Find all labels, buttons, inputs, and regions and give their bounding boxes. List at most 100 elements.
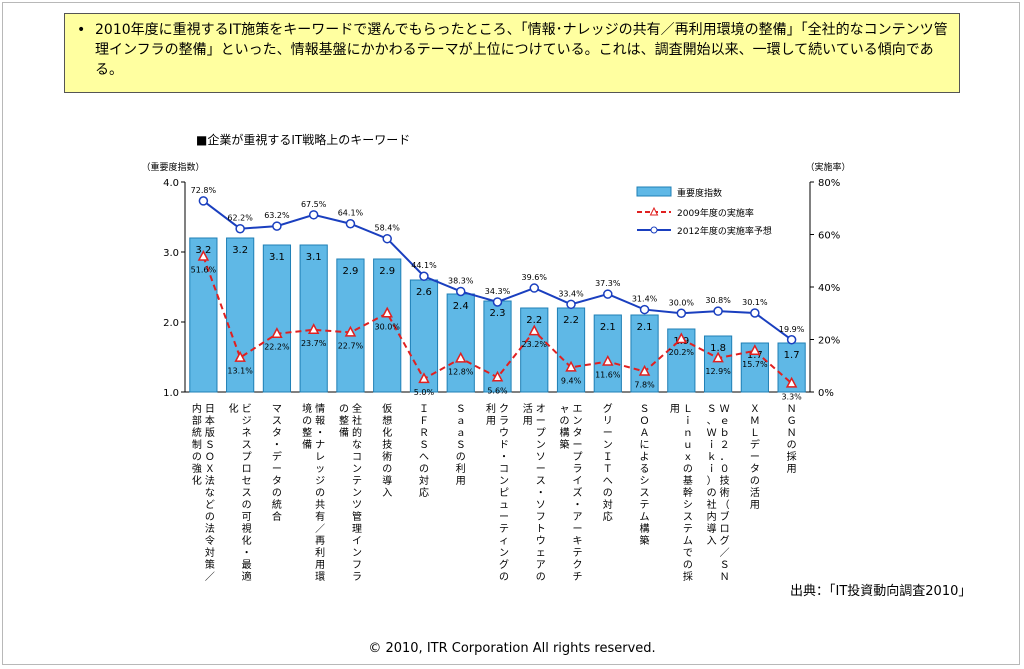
label-2012-forecast: 63.2% [264, 211, 290, 220]
bar-value-label: 2.1 [637, 322, 653, 333]
left-tick-label: 1.0 [163, 388, 179, 399]
label-2009-actual: 30.0% [374, 322, 400, 331]
legend-label-2012: 2012年度の実施率予想 [677, 225, 772, 237]
label-2009-actual: 22.2% [264, 343, 290, 352]
point-2009-actual [565, 360, 577, 372]
bar-value-label: 2.9 [342, 266, 358, 277]
point-2009-actual [749, 344, 761, 356]
point-2012-forecast [566, 299, 576, 310]
left-axis-title: （重要度指数） [141, 161, 204, 173]
label-2012-forecast: 64.1% [338, 209, 364, 218]
label-2009-actual: 12.8% [448, 367, 474, 376]
point-2009-actual [712, 351, 724, 363]
bar-importance [373, 258, 402, 393]
bar-importance [593, 314, 622, 393]
category-label: エンタープライズ・アーキテクチャの構築 [560, 404, 583, 583]
bar-value-label: 2.6 [416, 287, 432, 298]
bar-importance [262, 244, 292, 393]
label-2012-forecast: 44.1% [411, 261, 437, 270]
point-2009-actual [381, 306, 393, 318]
bar-value-label: 2.9 [379, 266, 395, 277]
label-2009-actual: 9.4% [561, 376, 582, 385]
label-2009-actual: 11.6% [595, 371, 621, 380]
label-2012-forecast: 31.4% [632, 295, 658, 304]
bar-importance [446, 293, 475, 393]
category-label: ＩＦＲＳへの対応 [419, 404, 429, 499]
bar-importance [520, 307, 549, 393]
bar-value-label: 3.2 [232, 245, 248, 256]
legend-marker-2009 [649, 206, 659, 216]
label-2012-forecast: 30.1% [742, 298, 768, 307]
label-2009-actual: 7.8% [634, 381, 655, 390]
point-2009-actual [344, 325, 357, 337]
category-label: オープンソース・ソフトウェアの活用 [523, 403, 546, 583]
category-label: グリーンＩＴへの対応 [603, 402, 613, 523]
label-2009-actual: 51.6% [191, 266, 217, 275]
chart-title: ■企業が重視するIT戦略上のキーワード [196, 133, 411, 147]
right-axis-title: （実施率） [805, 161, 850, 173]
bar-importance [336, 258, 365, 393]
point-2012-forecast [272, 221, 282, 231]
left-tick-label: 3.0 [163, 248, 179, 259]
category-label: Ｗｅｂ２．０技術（ブログ／ＳＮＳ、Ｗｉｋｉ）の社内導入 [707, 404, 730, 583]
label-2009-actual: 13.1% [227, 367, 253, 376]
point-2009-actual [271, 327, 283, 338]
label-2012-forecast: 67.5% [301, 200, 327, 209]
point-2012-forecast [750, 308, 760, 318]
bar-importance [299, 244, 328, 393]
category-label: Ｌｉｎｕｘの基幹システムでの採用 [670, 404, 693, 583]
note-bullet: • [77, 22, 86, 38]
summary-note: • 2010年度に重視するIT施策をキーワードで選んでもらったところ、「情報･ナ… [64, 13, 960, 93]
label-2012-forecast: 30.0% [669, 298, 695, 307]
point-2009-actual [491, 370, 504, 382]
category-label: 日本版ＳＯＸ法などの法令対策／内部統制の強化 [192, 402, 215, 583]
label-2012-forecast: 19.9% [779, 325, 805, 334]
point-2012-forecast [455, 286, 466, 297]
category-label: 情報・ナレッジの共有／再利用環境の整備 [302, 402, 325, 583]
right-tick-label: 0% [818, 388, 834, 399]
category-label: ＳＯＡによるシステム構築 [640, 404, 650, 547]
point-2009-actual [234, 351, 246, 362]
point-2009-actual [307, 323, 320, 335]
point-2009-actual [454, 351, 467, 363]
point-2012-forecast [786, 335, 797, 345]
point-2012-forecast [676, 308, 687, 318]
category-label: ＳａａＳの利用 [456, 404, 466, 487]
bar-importance [703, 335, 733, 393]
bar-importance [226, 237, 255, 393]
bar-value-label: 1.8 [710, 343, 726, 354]
left-tick-label: 4.0 [163, 178, 179, 189]
bar-value-label: 1.7 [784, 350, 800, 361]
left-tick-label: 2.0 [163, 318, 179, 329]
category-label: 全社的なコンテンツ管理インフラの整備 [339, 402, 362, 583]
label-2009-actual: 23.7% [301, 339, 327, 348]
category-label: ＮＧＮの採用 [787, 404, 797, 475]
point-2012-forecast [198, 196, 209, 206]
point-2009-actual [602, 354, 614, 366]
point-2012-forecast [492, 297, 503, 307]
bar-importance [556, 307, 586, 393]
point-2009-actual [675, 332, 688, 344]
right-tick-label: 40% [818, 283, 840, 294]
point-2012-forecast [345, 218, 356, 229]
label-2009-actual: 20.2% [669, 348, 695, 357]
label-2012-forecast: 58.4% [374, 224, 400, 233]
point-2012-forecast [419, 271, 429, 281]
bar-value-label: 2.2 [563, 315, 579, 326]
bar-value-label: 2.2 [526, 315, 542, 326]
label-2009-actual: 3.3% [781, 392, 802, 401]
bar-importance [189, 237, 218, 393]
note-text: 2010年度に重視するIT施策をキーワードで選んでもらったところ、「情報･ナレッ… [95, 22, 948, 78]
bar-value-label: 3.1 [269, 252, 285, 263]
category-label: クラウド・コンピューティングの利用 [486, 403, 509, 583]
point-2009-actual [197, 249, 210, 261]
point-2012-forecast [603, 289, 613, 299]
bar-value-label: 3.1 [306, 252, 322, 263]
label-2009-actual: 22.7% [338, 341, 364, 350]
category-label: ビジネスプロセスの可視化・最適化 [229, 402, 252, 583]
point-2009-actual [638, 364, 651, 376]
right-tick-label: 60% [818, 231, 840, 242]
legend-swatch-importance [636, 186, 672, 197]
